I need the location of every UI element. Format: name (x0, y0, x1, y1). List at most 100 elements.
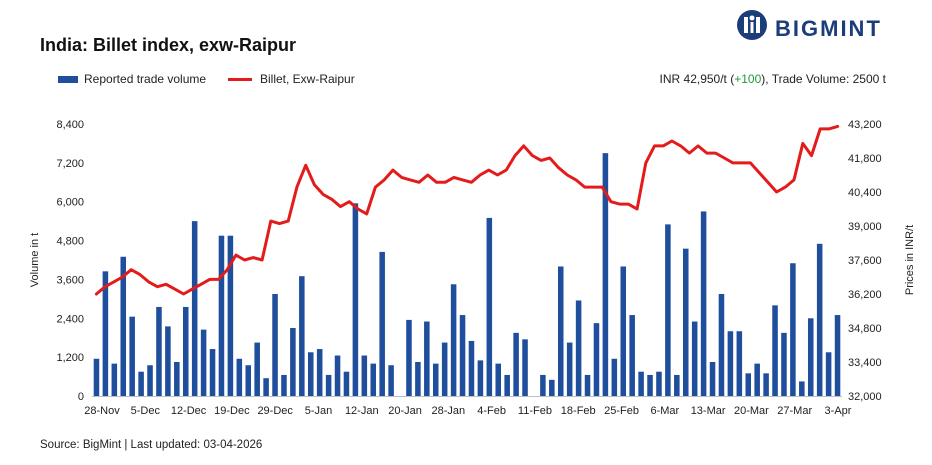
volume-bar (825, 352, 832, 396)
volume-bar (718, 294, 725, 396)
x-tick-label: 12-Dec (171, 405, 207, 417)
volume-bar (540, 374, 546, 396)
volume-bar (834, 315, 841, 396)
volume-bar (218, 235, 225, 396)
y-right-tick-label: 40,400 (848, 187, 882, 199)
y-right-tick-label: 36,200 (848, 289, 882, 301)
volume-bar (816, 243, 823, 396)
volume-bar (93, 358, 100, 396)
summary-prefix: INR 42,950/t ( (659, 72, 735, 86)
volume-bar (254, 342, 260, 396)
volume-bar (557, 266, 564, 396)
volume-bar (236, 358, 243, 396)
legend-line-swatch (228, 77, 252, 81)
y-left-tick-label: 2,400 (56, 313, 84, 325)
volume-bar (656, 371, 662, 396)
y-left-tick-label: 4,800 (56, 236, 84, 248)
volume-bar (602, 153, 609, 396)
volume-bar (584, 374, 591, 396)
volume-bar (227, 235, 234, 396)
volume-bar (361, 355, 368, 396)
volume-bar (477, 360, 484, 396)
volume-bar (379, 251, 385, 396)
volume-bar (209, 349, 216, 396)
volume-bar (691, 321, 698, 396)
volume-bar (629, 315, 635, 396)
legend-bar-label: Reported trade volume (84, 72, 207, 86)
volume-bar (459, 315, 466, 396)
volume-bar (388, 365, 394, 396)
y-right-tick-label: 37,600 (848, 255, 882, 267)
volume-bar (424, 321, 430, 396)
volume-bar (281, 374, 287, 396)
volume-bar (486, 217, 493, 396)
y-left-tick-label: 3,600 (56, 274, 84, 286)
volume-bar (432, 363, 439, 396)
volume-bar (674, 374, 680, 396)
summary-suffix: ), Trade Volume: 2500 t (761, 72, 886, 86)
volume-bar (415, 362, 421, 396)
volume-bar (245, 365, 252, 396)
volume-bar (736, 331, 743, 396)
volume-bar (772, 305, 778, 396)
volume-bar (191, 221, 198, 396)
y-right-tick-label: 41,800 (848, 153, 882, 165)
y-right-tick-label: 33,400 (848, 357, 882, 369)
volume-bar (807, 318, 814, 396)
source-note: Source: BigMint | Last updated: 03-04-20… (40, 439, 263, 451)
brand-logo: BIGMINT (735, 8, 905, 42)
x-tick-label: 3-Apr (825, 405, 852, 417)
volume-bar (450, 284, 457, 396)
y-left-tick-label: 6,000 (56, 197, 84, 209)
x-tick-label: 5-Dec (131, 405, 161, 417)
volume-bar (513, 332, 519, 396)
volume-bar (174, 362, 180, 396)
volume-bar (343, 371, 350, 396)
y-left-tick-label: 7,200 (56, 158, 84, 170)
volume-bar (682, 248, 689, 396)
volume-bar (665, 224, 671, 396)
volume-bar (272, 294, 278, 396)
volume-bar (290, 328, 296, 396)
volume-bar (468, 340, 475, 396)
legend-bar-swatch (58, 75, 78, 83)
x-tick-label: 20-Jan (388, 405, 422, 417)
brand-name: BIGMINT (775, 16, 882, 41)
x-tick-label: 4-Feb (477, 405, 506, 417)
legend-bar: Reported trade volume (58, 72, 206, 86)
volume-bar (111, 363, 118, 396)
volume-bar (754, 363, 760, 396)
y-left-tick-label: 1,200 (56, 352, 84, 364)
volume-bar (334, 355, 341, 396)
volume-bar (316, 349, 323, 396)
x-tick-label: 11-Feb (518, 405, 552, 417)
legend-line: Billet, Exw-Raipur (228, 72, 355, 86)
volume-bar (700, 211, 707, 396)
volume-bar (522, 339, 528, 396)
x-tick-label: 28-Jan (432, 405, 466, 417)
volume-bar (504, 374, 510, 396)
volume-bar (156, 306, 162, 396)
volume-bar (129, 316, 135, 396)
x-tick-label: 12-Jan (345, 405, 379, 417)
volume-bar (263, 378, 269, 396)
volume-bar (611, 358, 618, 396)
volume-bar (200, 329, 207, 396)
y-left-axis-title: Volume in t (29, 233, 41, 287)
y-right-tick-label: 39,000 (848, 221, 882, 233)
volume-bar (745, 373, 752, 396)
x-tick-label: 29-Dec (257, 405, 293, 417)
price-summary: INR 42,950/t (+100), Trade Volume: 2500 … (660, 72, 886, 86)
x-tick-label: 5-Jan (305, 405, 333, 417)
legend-line-label: Billet, Exw-Raipur (260, 72, 355, 86)
volume-bar (370, 363, 377, 396)
volume-bar (620, 266, 627, 396)
volume-bar (781, 332, 787, 396)
volume-bar (102, 271, 109, 396)
x-tick-label: 25-Feb (604, 405, 639, 417)
y-right-tick-label: 43,200 (848, 119, 882, 131)
volume-bar (406, 319, 412, 396)
volume-bar (352, 203, 359, 396)
volume-bar (763, 373, 769, 396)
